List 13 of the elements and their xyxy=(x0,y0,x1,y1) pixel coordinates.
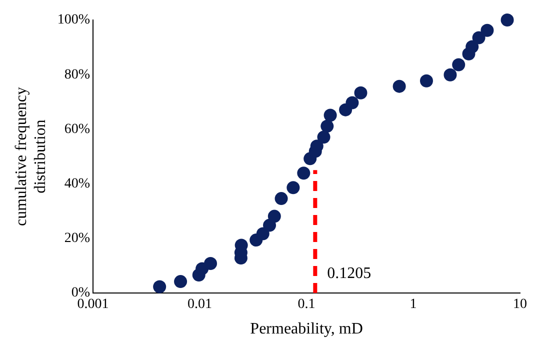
y-tick-label: 100% xyxy=(57,12,90,28)
x-tick-label: 0.01 xyxy=(188,297,212,312)
x-axis-title: Permeability, mD xyxy=(250,320,363,338)
y-tick-label: 80% xyxy=(64,67,90,82)
annotation: 0.1205 xyxy=(327,265,372,282)
y-tick-label: 60% xyxy=(64,122,90,137)
y-tick-label: 20% xyxy=(64,231,90,246)
y-axis-title: cumulative frequency distribution xyxy=(12,86,50,226)
x-tick-label: 10 xyxy=(513,297,527,312)
y-tick-label: 40% xyxy=(64,176,90,192)
x-tick-label: 1 xyxy=(410,297,417,312)
x-tick-label: 0.1 xyxy=(298,297,316,312)
x-tick-label: 0.001 xyxy=(77,297,109,312)
